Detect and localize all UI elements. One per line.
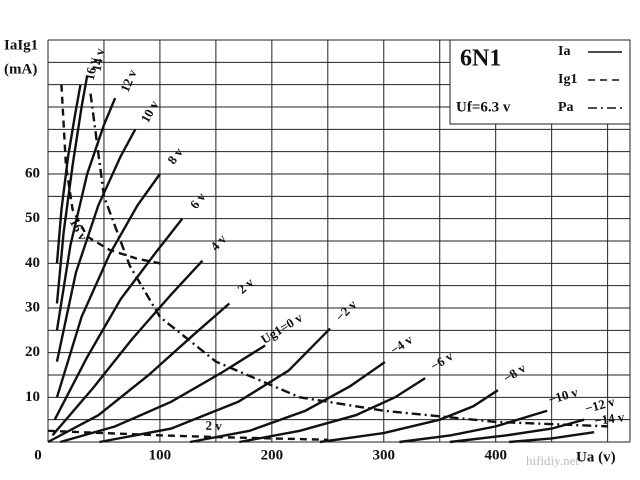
y-tick-label: 20 [25,344,40,360]
curve-label: 2 v [205,418,222,434]
watermark: hifidiy.net [526,453,579,468]
curve [399,409,548,444]
curve [509,430,595,444]
curve-label: −8 v [500,360,528,386]
curve [89,93,608,428]
curve [239,377,426,444]
curve-label: 2 v [234,274,256,296]
curve [55,75,89,304]
curve-label: 6 v [187,189,209,211]
legend-label: Ig1 [558,72,577,87]
curve [55,97,117,331]
curve [53,217,184,421]
curve-label: −6 v [428,348,456,374]
curve-label: −4 v [387,331,415,357]
x-tick-label: 400 [484,447,507,463]
curve-label: 14 v [89,47,108,73]
curve-label: −14 v [593,409,626,428]
y-tick-label: 30 [25,299,40,315]
curve-label: 8 v [164,145,186,167]
curve [189,361,386,444]
curve-label: −2 v [332,296,360,324]
curve [319,389,499,444]
curve-label: 12 v [117,67,140,94]
curve [55,173,161,398]
curve-label: 10 v [137,98,161,126]
y-tick-label: 40 [25,255,40,271]
legend-label: Ia [558,44,570,59]
x-tick-label: 0 [34,447,42,463]
x-tick-label: 100 [149,447,172,463]
legend-label: Pa [558,100,574,115]
curve-label: 4 v [207,231,229,253]
curve [51,259,204,437]
curve [99,327,331,444]
curve [47,302,231,444]
y-tick-label: 10 [25,389,40,405]
x-tick-label: 200 [261,447,284,463]
y-tick-label: 50 [25,210,40,226]
y-axis-label: IaIg1 [4,37,38,53]
curve [59,344,266,444]
x-axis-label: Ua (v) [576,449,616,465]
y-axis-unit: (mA) [4,61,37,77]
chart-title: 6N1 [460,46,501,72]
y-tick-label: 60 [25,165,40,181]
legend-box [449,39,631,125]
curve [47,429,328,441]
curve [55,84,82,264]
curve [55,128,137,362]
curve-label: 16 v [82,56,101,82]
curve [60,84,161,265]
note: Uf=6.3 v [456,99,511,115]
x-tick-label: 300 [373,447,396,463]
curve-label: Ug1=0 v [258,310,305,347]
